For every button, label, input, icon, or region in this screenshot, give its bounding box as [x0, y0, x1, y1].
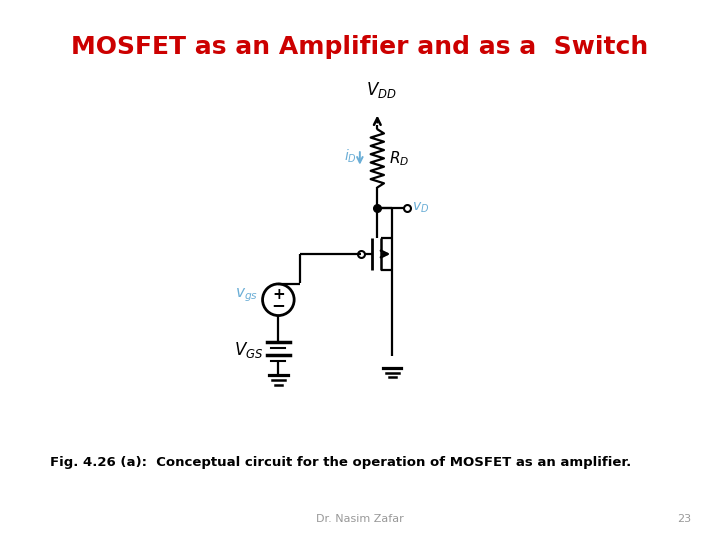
- Text: −: −: [271, 296, 285, 314]
- Text: $v_D$: $v_D$: [413, 201, 430, 215]
- Text: Dr. Nasim Zafar: Dr. Nasim Zafar: [316, 514, 404, 524]
- Text: $V_{DD}$: $V_{DD}$: [366, 80, 397, 100]
- Text: $V_{GS}$: $V_{GS}$: [235, 340, 264, 360]
- Text: +: +: [272, 287, 284, 302]
- Text: $v_{gs}$: $v_{gs}$: [235, 286, 258, 303]
- Text: $R_D$: $R_D$: [389, 149, 409, 168]
- Text: MOSFET as an Amplifier and as a  Switch: MOSFET as an Amplifier and as a Switch: [71, 35, 649, 59]
- Text: Fig. 4.26 (a):  Conceptual circuit for the operation of MOSFET as an amplifier.: Fig. 4.26 (a): Conceptual circuit for th…: [50, 456, 631, 469]
- Text: 23: 23: [677, 514, 691, 524]
- Text: $i_D$: $i_D$: [344, 147, 357, 165]
